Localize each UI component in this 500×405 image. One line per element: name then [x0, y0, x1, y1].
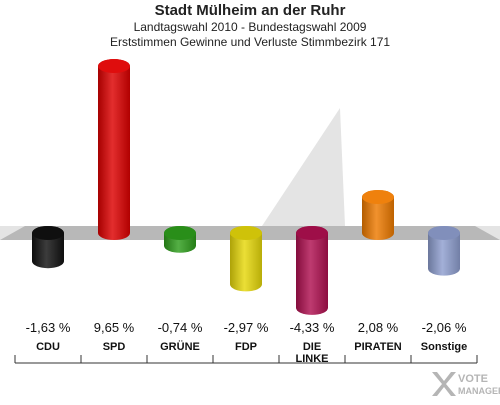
value-label-sonstige: -2,06 % — [422, 320, 467, 335]
x-logo-icon — [432, 372, 456, 396]
category-label-gr-ne: GRÜNE — [160, 340, 200, 353]
bar-cap-sonstige — [428, 226, 460, 240]
value-label-die-linke: -4,33 % — [290, 320, 335, 335]
value-label-fdp: -2,97 % — [224, 320, 269, 335]
bar-fdp — [230, 226, 262, 292]
chart-subtitle-1: Landtagswahl 2010 - Bundestagswahl 2009 — [133, 20, 367, 34]
bar-cap-fdp — [230, 226, 262, 240]
value-label-cdu: -1,63 % — [26, 320, 71, 335]
value-label-spd: 9,65 % — [94, 320, 135, 335]
chart-title: Stadt Mülheim an der Ruhr — [154, 2, 346, 19]
category-label-fdp: FDP — [235, 341, 257, 353]
chart-titles: Stadt Mülheim an der Ruhr Landtagswahl 2… — [0, 2, 500, 50]
bar-cap-piraten — [362, 190, 394, 205]
vote-manager-logo: VOTE MANAGER — [428, 366, 500, 400]
category-label-die-linke-line-2: LINKE — [296, 353, 329, 365]
value-label-gr-ne: -0,74 % — [158, 320, 203, 335]
category-label-cdu: CDU — [36, 341, 60, 353]
category-label-die-linke-line-1: DIE — [303, 341, 321, 353]
baseline-shadow — [0, 108, 500, 240]
category-label-piraten: PIRATEN — [354, 341, 402, 353]
chart-subtitle-2: Erststimmen Gewinne und Verluste Stimmbe… — [109, 35, 391, 49]
svg-text:VOTE: VOTE — [458, 373, 488, 385]
bar-cap-gr-ne — [164, 226, 196, 240]
svg-text:MANAGER: MANAGER — [458, 386, 500, 396]
bar-cap-die-linke — [296, 226, 328, 240]
bar-cap-spd — [98, 59, 130, 74]
category-label-sonstige: Sonstige — [421, 341, 467, 353]
bar-spd — [98, 59, 130, 240]
value-label-piraten: 2,08 % — [358, 320, 399, 335]
bar-cap-cdu — [32, 226, 64, 240]
bar-die-linke — [296, 226, 328, 315]
category-label-spd: SPD — [103, 341, 126, 353]
